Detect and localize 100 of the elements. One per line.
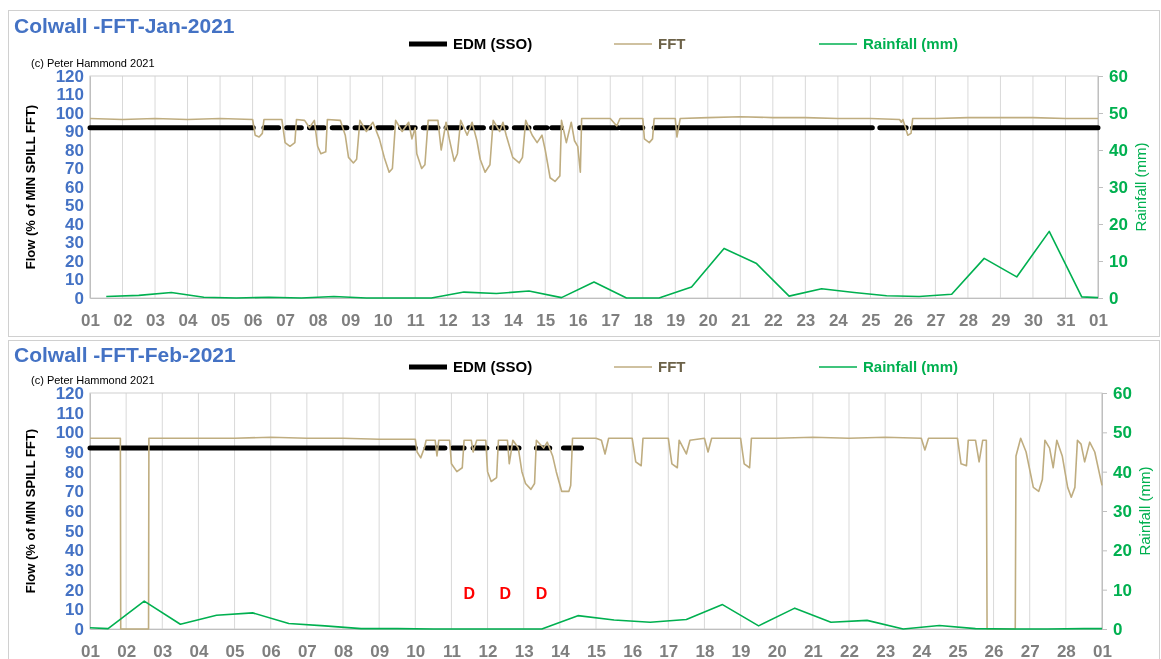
text: (c) Peter Hammond 2021 xyxy=(31,374,155,386)
y-tick-label: 70 xyxy=(65,482,84,502)
x-tick-label: 10 xyxy=(406,642,426,659)
y-tick-label: 110 xyxy=(56,85,84,105)
legend-label: EDM (SSO) xyxy=(453,35,533,52)
y-tick-label: 10 xyxy=(65,270,84,290)
x-tick-label: 06 xyxy=(261,642,281,659)
y-tick-label: 80 xyxy=(65,140,84,160)
legend-label: Rainfall (mm) xyxy=(863,358,959,375)
x-tick-label: 19 xyxy=(666,311,686,331)
x-tick-label: 11 xyxy=(406,311,425,331)
legend-label: EDM (SSO) xyxy=(453,358,533,375)
x-tick-label: 20 xyxy=(698,311,718,331)
x-tick-label: 01 xyxy=(1089,311,1108,331)
x-tick-label: 04 xyxy=(189,642,209,659)
x-tick-label: 04 xyxy=(178,311,199,331)
x-tick-label: 06 xyxy=(243,311,263,331)
x-tick-label: 23 xyxy=(876,642,896,659)
x-tick-label: 09 xyxy=(370,642,390,659)
y-tick-label: 0 xyxy=(74,288,84,308)
y-tick-label: 120 xyxy=(55,383,84,403)
y-tick-label: 20 xyxy=(65,580,84,600)
y-axis-title: Flow (% of MIN SPILL FFT) xyxy=(23,428,38,594)
x-tick-label: 15 xyxy=(536,311,556,331)
y2-tick-label: 20 xyxy=(1109,214,1128,234)
y-tick-label: 80 xyxy=(65,462,84,482)
x-tick-label: 03 xyxy=(146,311,165,331)
y2-tick-label: 0 xyxy=(1113,619,1123,639)
y2-axis-title: Rainfall (mm) xyxy=(1132,142,1149,232)
x-tick-label: 27 xyxy=(1020,642,1040,659)
x-tick-label: 22 xyxy=(763,311,783,331)
y2-tick-label: 50 xyxy=(1113,423,1132,443)
y2-tick-label: 50 xyxy=(1109,103,1128,123)
x-tick-label: 07 xyxy=(276,311,296,331)
y2-tick-label: 60 xyxy=(1113,383,1132,403)
x-tick-label: 25 xyxy=(948,642,968,659)
x-tick-label: 18 xyxy=(695,642,715,659)
chart-title: Colwall -FFT-Feb-2021 xyxy=(14,343,237,366)
x-tick-label: 07 xyxy=(297,642,317,659)
legend-label: FFT xyxy=(658,358,686,375)
x-tick-label: 16 xyxy=(623,642,643,659)
y2-axis-title: Rainfall (mm) xyxy=(1136,466,1153,556)
y-tick-label: 70 xyxy=(65,159,84,179)
x-tick-label: 17 xyxy=(659,642,679,659)
x-tick-label: 24 xyxy=(828,311,849,331)
y2-tick-label: 40 xyxy=(1109,140,1128,160)
y-tick-label: 30 xyxy=(65,233,84,253)
y-axis-title: Flow (% of MIN SPILL FFT) xyxy=(23,104,38,270)
x-tick-label: 29 xyxy=(991,311,1011,331)
y2-tick-label: 0 xyxy=(1109,288,1119,308)
x-tick-label: 05 xyxy=(211,311,231,331)
x-tick-label: 25 xyxy=(861,311,881,331)
x-tick-label: 01 xyxy=(1093,642,1112,659)
x-tick-label: 23 xyxy=(796,311,816,331)
legend-label: Rainfall (mm) xyxy=(863,35,959,52)
x-tick-label: 02 xyxy=(117,642,137,659)
x-tick-label: 28 xyxy=(958,311,978,331)
y-tick-label: 60 xyxy=(65,177,84,197)
y2-tick-label: 10 xyxy=(1109,251,1128,271)
y2-tick-label: 20 xyxy=(1113,541,1132,561)
y-tick-label: 120 xyxy=(55,66,84,86)
y-tick-label: 40 xyxy=(65,214,84,234)
chart-title: Colwall -FFT-Jan-2021 xyxy=(14,14,235,37)
x-tick-label: 26 xyxy=(984,642,1004,659)
x-tick-label: 22 xyxy=(840,642,859,659)
x-tick-label: 17 xyxy=(601,311,621,331)
x-tick-label: 20 xyxy=(767,642,787,659)
y2-tick-label: 40 xyxy=(1113,462,1132,482)
y-tick-label: 20 xyxy=(65,251,84,271)
x-tick-label: 13 xyxy=(471,311,491,331)
y-tick-label: 40 xyxy=(65,541,84,561)
x-tick-label: 08 xyxy=(308,311,328,331)
line-series xyxy=(89,115,1099,183)
x-tick-label: 19 xyxy=(731,642,751,659)
x-tick-label: 02 xyxy=(113,311,133,331)
x-tick-label: 08 xyxy=(334,642,353,659)
y2-tick-label: 30 xyxy=(1113,501,1132,521)
x-tick-label: 01 xyxy=(81,311,100,331)
x-tick-label: 12 xyxy=(438,311,458,331)
x-tick-label: 15 xyxy=(587,642,606,659)
y2-tick-label: 60 xyxy=(1109,66,1128,86)
y2-tick-label: 10 xyxy=(1113,580,1132,600)
x-tick-label: 14 xyxy=(503,311,524,331)
x-tick-label: 14 xyxy=(550,642,571,659)
x-tick-label: 12 xyxy=(478,642,498,659)
x-tick-label: 18 xyxy=(633,311,653,331)
y-tick-label: 90 xyxy=(65,442,84,462)
x-tick-label: 13 xyxy=(514,642,534,659)
x-tick-label: 10 xyxy=(373,311,393,331)
y-tick-label: 0 xyxy=(74,619,84,639)
x-tick-label: 05 xyxy=(225,642,245,659)
y-tick-label: 110 xyxy=(56,403,84,423)
annotation: D xyxy=(535,585,548,602)
y-tick-label: 30 xyxy=(65,560,84,580)
x-tick-label: 03 xyxy=(153,642,173,659)
y-tick-label: 10 xyxy=(65,600,84,620)
y-tick-label: 60 xyxy=(65,501,84,521)
x-tick-label: 24 xyxy=(912,642,932,659)
annotation: D xyxy=(499,585,512,602)
x-tick-label: 27 xyxy=(926,311,946,331)
